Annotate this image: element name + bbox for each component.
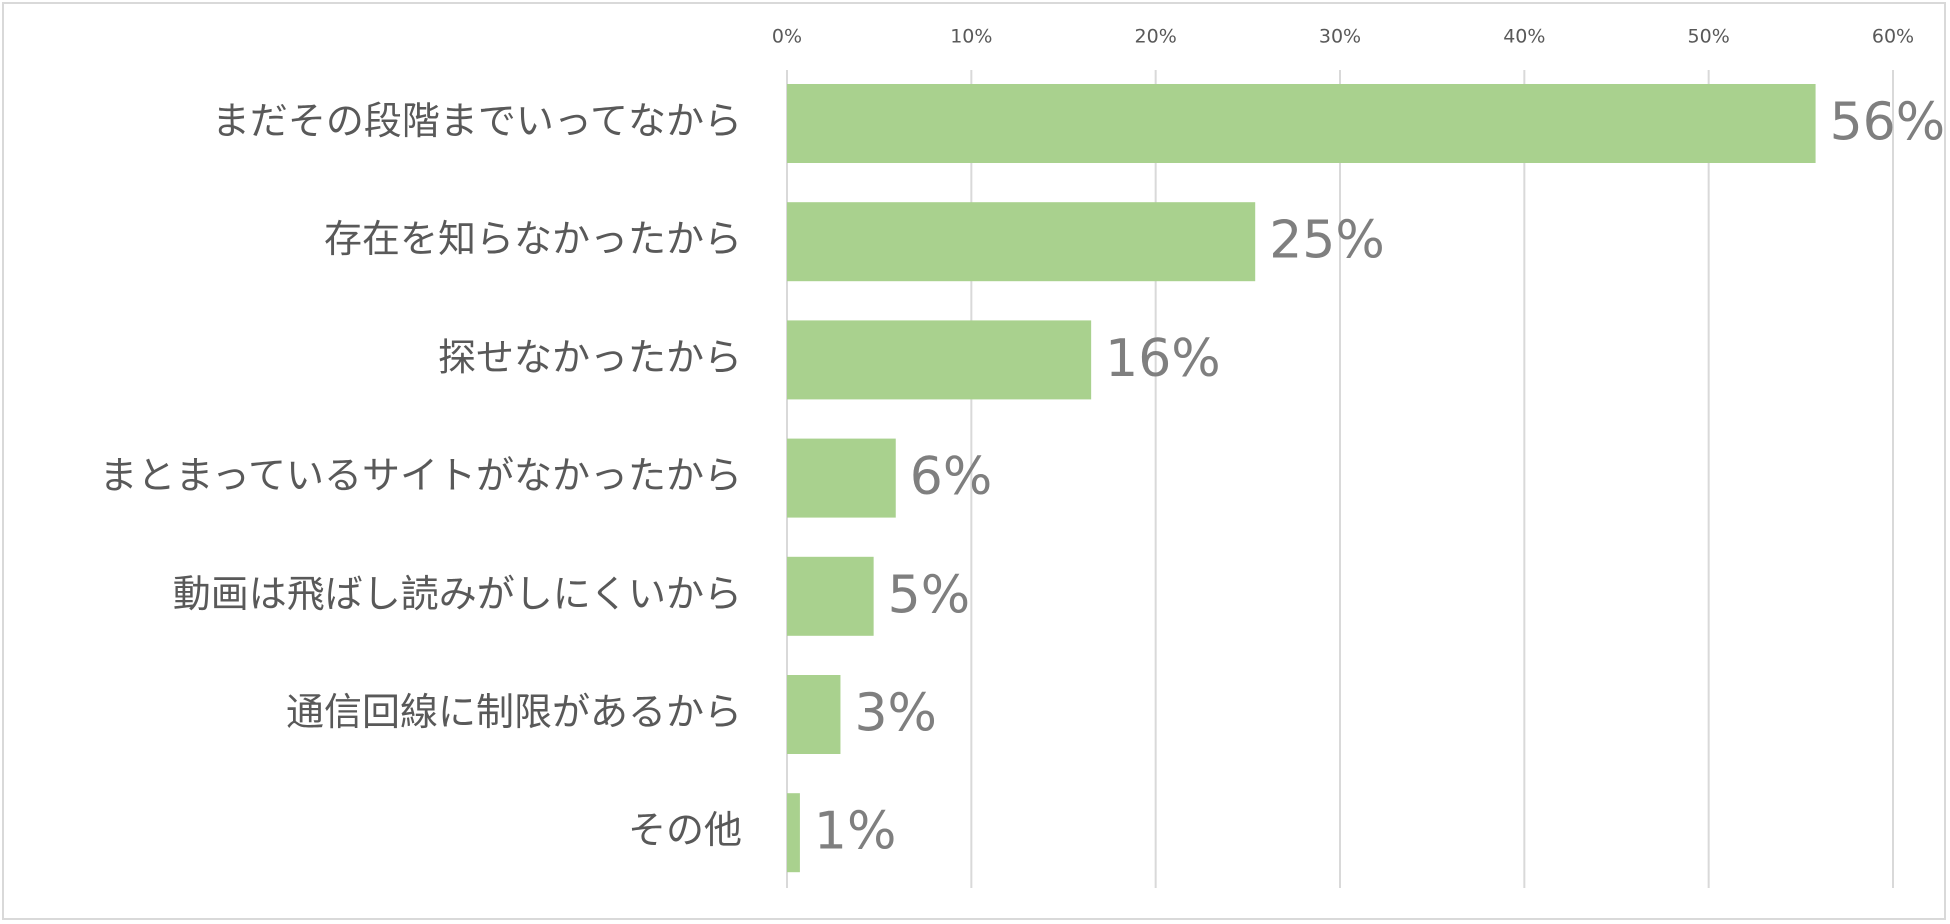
category-label: 通信回線に制限があるから <box>286 690 742 734</box>
x-tick-label: 40% <box>1503 26 1545 48</box>
data-label: 5% <box>888 565 971 625</box>
x-tick-label: 30% <box>1319 26 1361 48</box>
bar <box>787 320 1092 400</box>
data-label: 3% <box>854 684 937 744</box>
data-label: 25% <box>1269 211 1385 271</box>
x-tick-label: 60% <box>1872 26 1914 48</box>
bar <box>787 202 1256 282</box>
category-label: 探せなかったから <box>438 335 742 379</box>
data-label: 6% <box>910 447 993 507</box>
category-label: その他 <box>628 808 742 852</box>
category-label: まだその段階までいってなから <box>212 99 742 143</box>
bars <box>787 84 1816 873</box>
category-label: 動画は飛ばし読みがしにくいから <box>173 572 742 616</box>
data-label: 1% <box>814 802 897 862</box>
x-tick-label: 0% <box>772 26 802 48</box>
category-label: 存在を知らなかったから <box>324 217 742 261</box>
x-tick-label: 10% <box>950 26 992 48</box>
x-axis-tick-labels: 0% 10% 20% 30% 40% 50% 60% <box>772 26 1914 48</box>
bar <box>787 438 896 518</box>
bar <box>787 793 800 873</box>
x-tick-label: 50% <box>1688 26 1730 48</box>
bar <box>787 84 1816 163</box>
category-label: まとまっているサイトがなかったから <box>99 454 742 498</box>
bar <box>787 675 841 754</box>
category-labels: まだその段階までいってなから存在を知らなかったから探せなかったからまとまっている… <box>99 99 742 852</box>
data-label: 16% <box>1105 329 1221 389</box>
bar <box>787 556 874 636</box>
x-tick-label: 20% <box>1135 26 1177 48</box>
data-labels: 56% 25% 16% 6% 5% 3% 1% <box>814 93 1945 862</box>
data-label: 56% <box>1830 93 1946 153</box>
